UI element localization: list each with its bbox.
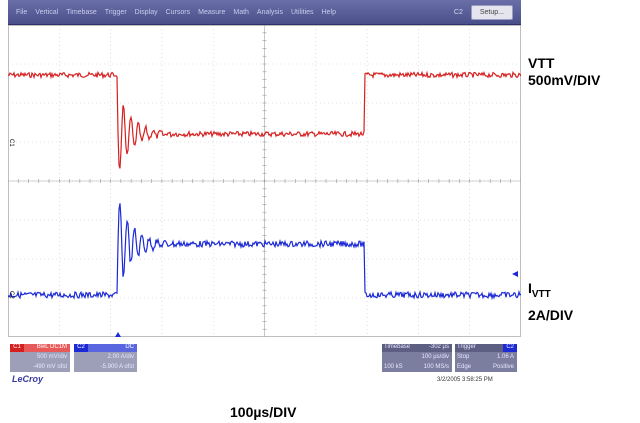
menu-analysis[interactable]: Analysis bbox=[256, 8, 283, 16]
ivtt-name: IVTT bbox=[528, 280, 551, 300]
c2-coupling: DC bbox=[88, 344, 137, 352]
ivtt-label: IVTT 2A/DIV bbox=[528, 280, 573, 324]
channel-1-panel[interactable]: C1 BwL DC1M 500 mV/div -490 mV ofst bbox=[10, 344, 70, 372]
timestamp: 3/2/2005 3:58:25 PM bbox=[437, 377, 493, 383]
menu-math[interactable]: Math bbox=[233, 8, 249, 16]
menu-cursors[interactable]: Cursors bbox=[165, 8, 191, 16]
menu-utilities[interactable]: Utilities bbox=[291, 8, 314, 16]
c1-badge: C1 bbox=[10, 344, 24, 352]
ivtt-scale: 2A/DIV bbox=[528, 307, 574, 323]
vtt-name: VTT bbox=[528, 55, 555, 71]
trigger-type: Edge bbox=[457, 364, 472, 370]
c2-offset: -5.900 A ofst bbox=[100, 364, 134, 370]
timebase-rate: 100 MS/s bbox=[423, 364, 449, 370]
c1-coupling: BwL DC1M bbox=[24, 344, 70, 352]
menu-vertical[interactable]: Vertical bbox=[35, 8, 59, 16]
menu-right-group: C2 Setup... bbox=[453, 4, 513, 20]
menu-help[interactable]: Help bbox=[321, 8, 336, 16]
channel-indicator: C2 bbox=[453, 8, 463, 16]
c2-badge: C2 bbox=[74, 344, 88, 352]
graticule bbox=[8, 25, 521, 337]
trigger-mode: Stop bbox=[457, 354, 470, 360]
timebase-panel[interactable]: Timebase -302 µs 100 µs/div 100 kS 100 M… bbox=[382, 344, 452, 372]
waveform-area[interactable]: C1 C2 bbox=[8, 25, 521, 337]
channel-2-marker: C2 bbox=[8, 291, 14, 299]
scope-display[interactable]: C1 C2 bbox=[8, 25, 521, 337]
menu-timebase[interactable]: Timebase bbox=[66, 8, 97, 16]
channel-2-trace bbox=[8, 203, 521, 301]
c1-offset: -490 mV ofst bbox=[32, 364, 67, 370]
channel-1-marker: C1 bbox=[8, 139, 14, 147]
menu-file[interactable]: File bbox=[16, 8, 28, 16]
vtt-scale: 500mV/DIV bbox=[528, 72, 601, 88]
menu-display[interactable]: Display bbox=[134, 8, 158, 16]
trigger-slope: Positive bbox=[492, 364, 514, 370]
trigger-position-marker bbox=[115, 332, 121, 337]
trigger-panel[interactable]: Trigger C2 Stop 1.06 A Edge Positive bbox=[455, 344, 517, 372]
timebase-per-div: 100 µs/div bbox=[421, 354, 449, 360]
channel-2-panel[interactable]: C2 DC 2.00 A/div -5.900 A ofst bbox=[74, 344, 137, 372]
trigger-source: C2 bbox=[503, 344, 517, 352]
menu-measure[interactable]: Measure bbox=[198, 8, 226, 16]
trigger-level-marker bbox=[512, 271, 518, 277]
lecroy-logo: LeCroy bbox=[12, 374, 44, 384]
c2-scale: 2.00 A/div bbox=[107, 354, 134, 360]
trigger-level: 1.06 A bbox=[496, 354, 514, 360]
timebase-label: 100µs/DIV bbox=[230, 404, 297, 420]
trigger-title: Trigger bbox=[457, 344, 476, 350]
menu-bar: File Vertical Timebase Trigger Display C… bbox=[8, 0, 521, 25]
vtt-label: VTT 500mV/DIV bbox=[528, 55, 600, 89]
timebase-samples: 100 kS bbox=[384, 364, 403, 370]
setup-button[interactable]: Setup... bbox=[470, 4, 513, 20]
channel-1-trace bbox=[8, 70, 521, 169]
c1-scale: 500 mV/div bbox=[36, 354, 67, 360]
menu-trigger[interactable]: Trigger bbox=[104, 8, 127, 16]
timebase-delay: -302 µs bbox=[428, 344, 449, 350]
timebase-title: Timebase bbox=[384, 344, 411, 350]
